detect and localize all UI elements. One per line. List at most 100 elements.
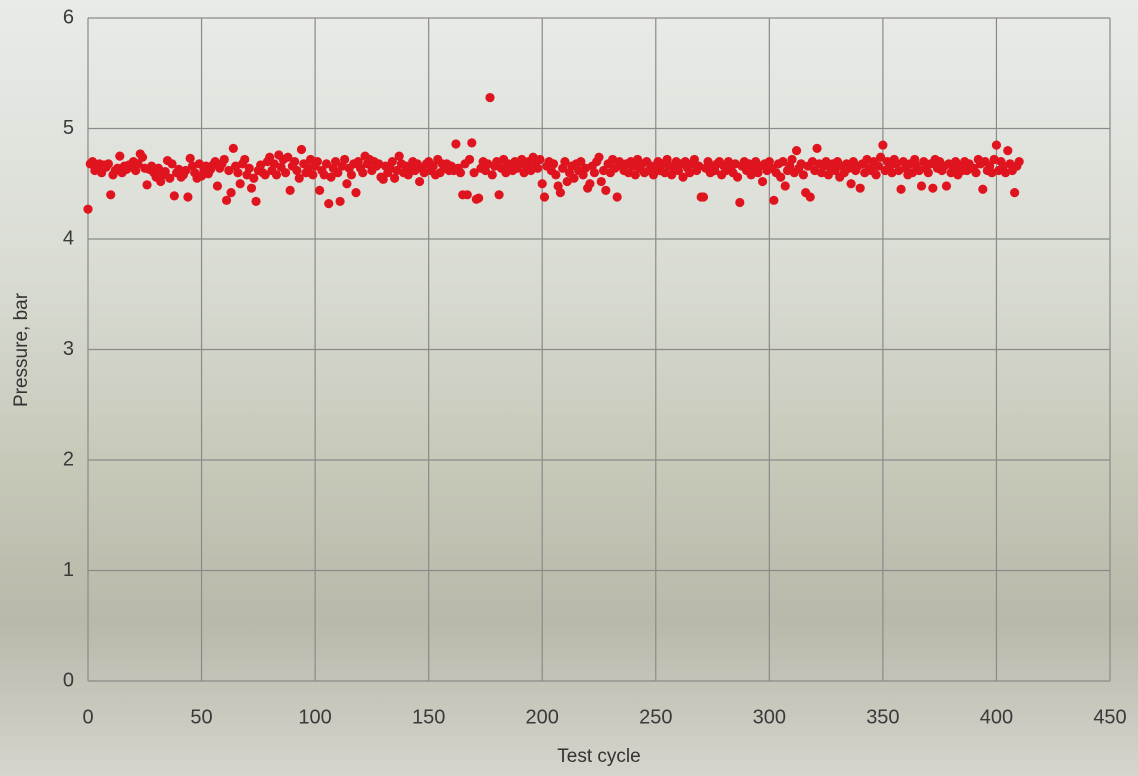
data-point	[758, 177, 767, 186]
data-point	[186, 154, 195, 163]
page: {"chart_data": {"type": "scatter", "x_la…	[0, 0, 1138, 776]
data-point	[465, 155, 474, 164]
data-point	[247, 184, 256, 193]
x-tick-label: 100	[298, 706, 331, 728]
data-point	[335, 197, 344, 206]
data-point	[340, 155, 349, 164]
data-point	[871, 170, 880, 179]
data-point	[474, 194, 483, 203]
data-point	[222, 196, 231, 205]
data-point	[928, 184, 937, 193]
data-point	[281, 168, 290, 177]
data-point	[233, 168, 242, 177]
data-point	[540, 192, 549, 201]
data-point	[297, 145, 306, 154]
data-point	[347, 170, 356, 179]
data-point	[456, 168, 465, 177]
data-point	[1003, 146, 1012, 155]
data-point	[488, 170, 497, 179]
data-point	[556, 188, 565, 197]
data-point	[236, 179, 245, 188]
data-point	[220, 155, 229, 164]
x-tick-label: 0	[82, 706, 93, 728]
data-point	[106, 190, 115, 199]
x-axis-title: Test cycle	[557, 746, 640, 767]
data-point	[846, 179, 855, 188]
data-point	[83, 205, 92, 214]
data-point	[183, 192, 192, 201]
y-tick-label: 6	[63, 6, 74, 28]
data-point	[142, 180, 151, 189]
data-point	[699, 192, 708, 201]
data-point	[313, 157, 322, 166]
y-tick-label: 2	[63, 448, 74, 470]
data-point	[249, 174, 258, 183]
data-point	[812, 144, 821, 153]
x-tick-label: 350	[866, 706, 899, 728]
data-point	[978, 185, 987, 194]
data-point	[942, 181, 951, 190]
data-point	[535, 155, 544, 164]
data-point	[799, 170, 808, 179]
x-tick-label: 200	[526, 706, 559, 728]
data-point	[792, 146, 801, 155]
data-point	[569, 174, 578, 183]
y-tick-label: 4	[63, 227, 74, 249]
data-point	[415, 177, 424, 186]
data-point	[315, 186, 324, 195]
data-point	[229, 144, 238, 153]
data-point	[115, 152, 124, 161]
data-point	[342, 179, 351, 188]
data-point	[1010, 188, 1019, 197]
data-point	[351, 188, 360, 197]
data-point	[451, 139, 460, 148]
data-point	[286, 186, 295, 195]
data-point	[138, 153, 147, 162]
data-point	[538, 179, 547, 188]
data-point	[781, 181, 790, 190]
data-point	[324, 199, 333, 208]
data-point	[924, 168, 933, 177]
data-point	[896, 185, 905, 194]
data-point	[467, 138, 476, 147]
data-point	[585, 179, 594, 188]
data-point	[590, 168, 599, 177]
x-tick-label: 300	[753, 706, 786, 728]
data-point	[226, 188, 235, 197]
data-point	[776, 173, 785, 182]
y-tick-label: 1	[63, 559, 74, 581]
data-point	[104, 159, 113, 168]
data-point	[390, 174, 399, 183]
data-point	[597, 177, 606, 186]
data-point	[769, 196, 778, 205]
y-tick-label: 0	[63, 669, 74, 691]
data-point	[992, 140, 1001, 149]
x-tick-label: 150	[412, 706, 445, 728]
x-tick-label: 50	[190, 706, 212, 728]
x-tick-label: 250	[639, 706, 672, 728]
y-axis-title: Pressure, bar	[11, 292, 32, 407]
data-point	[292, 166, 301, 175]
data-point	[308, 170, 317, 179]
data-point	[245, 164, 254, 173]
data-point	[856, 184, 865, 193]
data-point	[251, 197, 260, 206]
chart: Test cycle Pressure, bar 012345605010015…	[0, 0, 1138, 776]
data-point	[551, 170, 560, 179]
data-point	[358, 168, 367, 177]
y-tick-label: 5	[63, 117, 74, 139]
data-point	[917, 181, 926, 190]
data-point	[533, 164, 542, 173]
data-point	[494, 190, 503, 199]
data-point	[806, 192, 815, 201]
data-point	[594, 153, 603, 162]
data-point	[971, 168, 980, 177]
data-point	[290, 157, 299, 166]
data-point	[733, 173, 742, 182]
data-point	[613, 192, 622, 201]
data-point	[240, 155, 249, 164]
x-tick-label: 400	[980, 706, 1013, 728]
data-point	[272, 170, 281, 179]
data-point	[170, 191, 179, 200]
data-point	[395, 152, 404, 161]
